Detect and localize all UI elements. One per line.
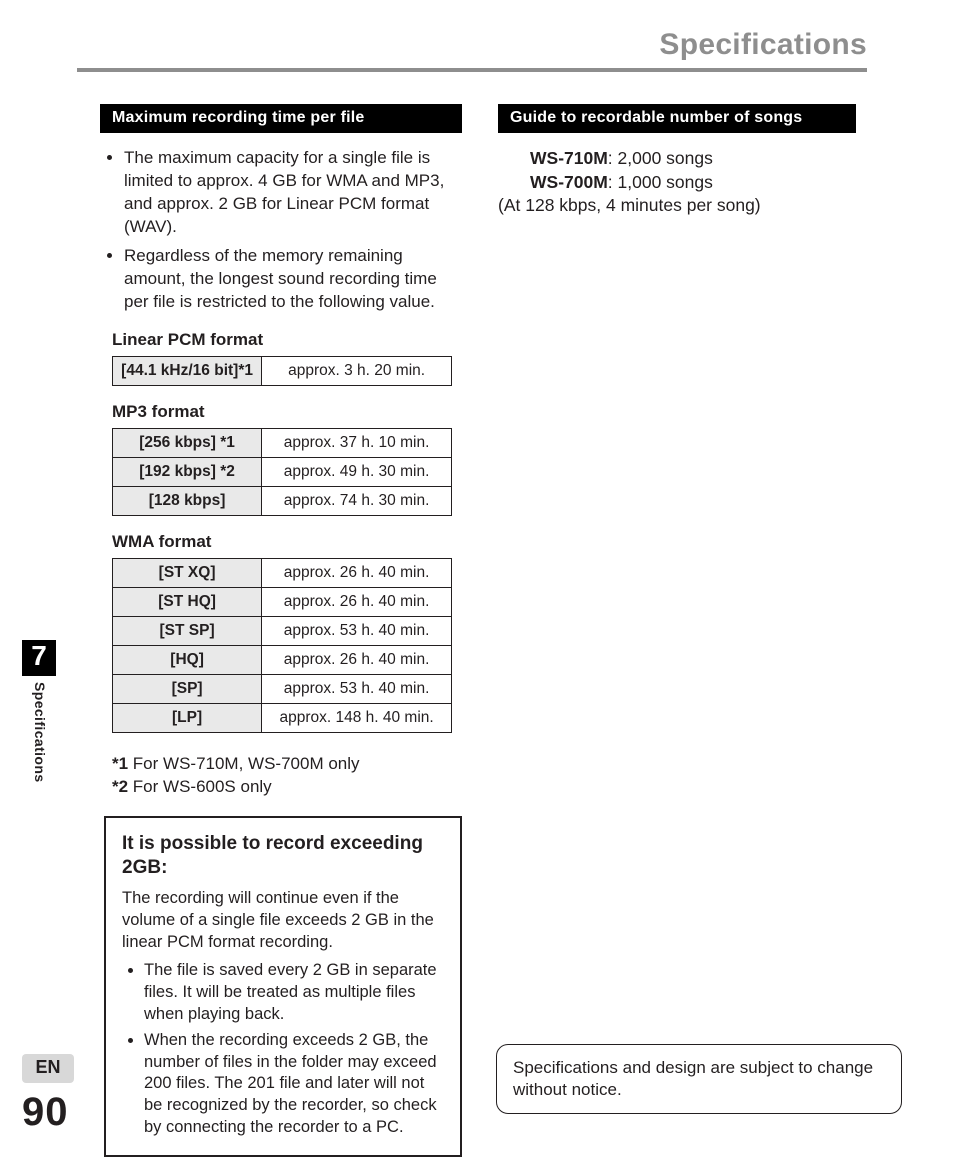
- manual-page: Specifications Maximum recording time pe…: [0, 0, 954, 1158]
- table-row: [44.1 kHz/16 bit]*1 approx. 3 h. 20 min.: [113, 356, 452, 385]
- cell-label: [44.1 kHz/16 bit]*1: [113, 356, 262, 385]
- cell-label: [ST SP]: [113, 616, 262, 645]
- box-lead: The recording will continue even if the …: [122, 888, 444, 954]
- cell-value: approx. 3 h. 20 min.: [262, 356, 452, 385]
- cell-value: approx. 74 h. 30 min.: [262, 486, 452, 515]
- page-number: 90: [22, 1090, 69, 1135]
- left-column: Maximum recording time per file The maxi…: [100, 104, 462, 1157]
- box-body: The recording will continue even if the …: [122, 888, 444, 1139]
- model-name: WS-710M: [530, 148, 608, 168]
- content-columns: Maximum recording time per file The maxi…: [0, 72, 954, 1157]
- list-item: Regardless of the memory remaining amoun…: [124, 245, 462, 314]
- cell-label: [192 kbps] *2: [113, 457, 262, 486]
- notice-text: Specifications and design are subject to…: [513, 1058, 873, 1099]
- cell-value: approx. 26 h. 40 min.: [262, 587, 452, 616]
- right-column: Guide to recordable number of songs WS-7…: [498, 104, 856, 1157]
- table-row: [SP]approx. 53 h. 40 min.: [113, 674, 452, 703]
- cell-value: approx. 148 h. 40 min.: [262, 703, 452, 732]
- song-condition: (At 128 kbps, 4 minutes per song): [498, 194, 856, 218]
- table-row: [LP]approx. 148 h. 40 min.: [113, 703, 452, 732]
- cell-value: approx. 53 h. 40 min.: [262, 674, 452, 703]
- cell-label: [SP]: [113, 674, 262, 703]
- cell-value: approx. 53 h. 40 min.: [262, 616, 452, 645]
- chapter-label-vertical: Specifications: [32, 682, 48, 783]
- change-notice-box: Specifications and design are subject to…: [496, 1044, 902, 1114]
- table-row: [192 kbps] *2approx. 49 h. 30 min.: [113, 457, 452, 486]
- table-row: [256 kbps] *1approx. 37 h. 10 min.: [113, 428, 452, 457]
- table-row: [HQ]approx. 26 h. 40 min.: [113, 645, 452, 674]
- format-title-wma: WMA format: [112, 532, 462, 552]
- asterisk-mark: *1: [112, 754, 128, 773]
- list-item: The file is saved every 2 GB in separate…: [144, 960, 444, 1026]
- cell-value: approx. 26 h. 40 min.: [262, 558, 452, 587]
- intro-bullet-list: The maximum capacity for a single file i…: [100, 147, 462, 314]
- chapter-sidebar: 7 Specifications: [0, 640, 56, 783]
- page-header: Specifications: [0, 0, 954, 72]
- list-item: When the recording exceeds 2 GB, the num…: [144, 1030, 444, 1140]
- asterisk-text: For WS-600S only: [128, 777, 272, 796]
- list-item: The maximum capacity for a single file i…: [124, 147, 462, 239]
- table-row: [ST XQ]approx. 26 h. 40 min.: [113, 558, 452, 587]
- asterisk-notes: *1 For WS-710M, WS-700M only *2 For WS-6…: [112, 753, 462, 799]
- table-row: [ST SP]approx. 53 h. 40 min.: [113, 616, 452, 645]
- song-capacity-block: WS-710M: 2,000 songs WS-700M: 1,000 song…: [498, 147, 856, 218]
- cell-value: approx. 37 h. 10 min.: [262, 428, 452, 457]
- cell-value: approx. 49 h. 30 min.: [262, 457, 452, 486]
- cell-label: [ST HQ]: [113, 587, 262, 616]
- lpcm-table: [44.1 kHz/16 bit]*1 approx. 3 h. 20 min.: [112, 356, 452, 386]
- asterisk-mark: *2: [112, 777, 128, 796]
- model-name: WS-700M: [530, 172, 608, 192]
- cell-label: [256 kbps] *1: [113, 428, 262, 457]
- table-row: [128 kbps]approx. 74 h. 30 min.: [113, 486, 452, 515]
- format-title-lpcm: Linear PCM format: [112, 330, 462, 350]
- language-tag: EN: [22, 1054, 74, 1083]
- header-rule: [77, 68, 867, 72]
- song-count: : 1,000 songs: [608, 172, 713, 192]
- chapter-number-tab: 7: [22, 640, 56, 676]
- cell-label: [LP]: [113, 703, 262, 732]
- section-heading-max-recording: Maximum recording time per file: [100, 104, 462, 133]
- format-title-mp3: MP3 format: [112, 402, 462, 422]
- asterisk-text: For WS-710M, WS-700M only: [128, 754, 359, 773]
- cell-label: [ST XQ]: [113, 558, 262, 587]
- table-row: [ST HQ]approx. 26 h. 40 min.: [113, 587, 452, 616]
- cell-label: [HQ]: [113, 645, 262, 674]
- box-title: It is possible to record exceeding 2GB:: [122, 832, 444, 880]
- cell-value: approx. 26 h. 40 min.: [262, 645, 452, 674]
- wma-table: [ST XQ]approx. 26 h. 40 min. [ST HQ]appr…: [112, 558, 452, 733]
- mp3-table: [256 kbps] *1approx. 37 h. 10 min. [192 …: [112, 428, 452, 516]
- cell-label: [128 kbps]: [113, 486, 262, 515]
- exceed-2gb-box: It is possible to record exceeding 2GB: …: [104, 816, 462, 1157]
- song-count: : 2,000 songs: [608, 148, 713, 168]
- section-heading-song-guide: Guide to recordable number of songs: [498, 104, 856, 133]
- page-title: Specifications: [659, 28, 867, 62]
